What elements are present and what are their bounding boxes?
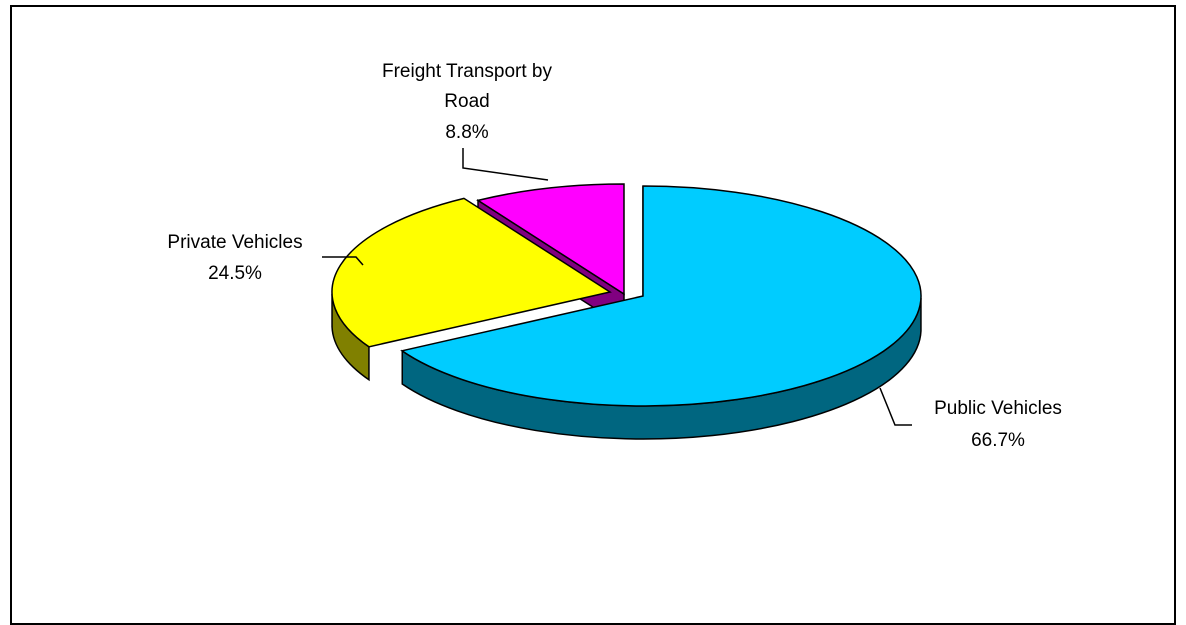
private-vehicles-slice bbox=[331, 197, 612, 348]
public-vehicles-leader bbox=[879, 387, 912, 426]
freight-value: 8.8% bbox=[445, 122, 488, 143]
public-vehicles-value: 66.7% bbox=[971, 430, 1025, 451]
leader-lines bbox=[322, 148, 912, 426]
freight-label-line1: Freight Transport by bbox=[382, 61, 553, 82]
public-vehicles-label: Public Vehicles bbox=[934, 398, 1062, 419]
freight-transport-slice bbox=[476, 183, 625, 296]
private-vehicles-value: 24.5% bbox=[208, 263, 262, 284]
freight-transport-leader bbox=[462, 148, 549, 181]
pie-chart: Public Vehicles 66.7% Private Vehicles 2… bbox=[167, 61, 1061, 451]
private-vehicles-leader bbox=[322, 256, 364, 266]
data-labels: Public Vehicles 66.7% Private Vehicles 2… bbox=[167, 61, 1061, 451]
freight-label-line2: Road bbox=[444, 91, 489, 112]
public-vehicles-slice bbox=[400, 185, 922, 407]
slice-tops bbox=[331, 183, 922, 407]
private-vehicles-label: Private Vehicles bbox=[167, 232, 302, 253]
